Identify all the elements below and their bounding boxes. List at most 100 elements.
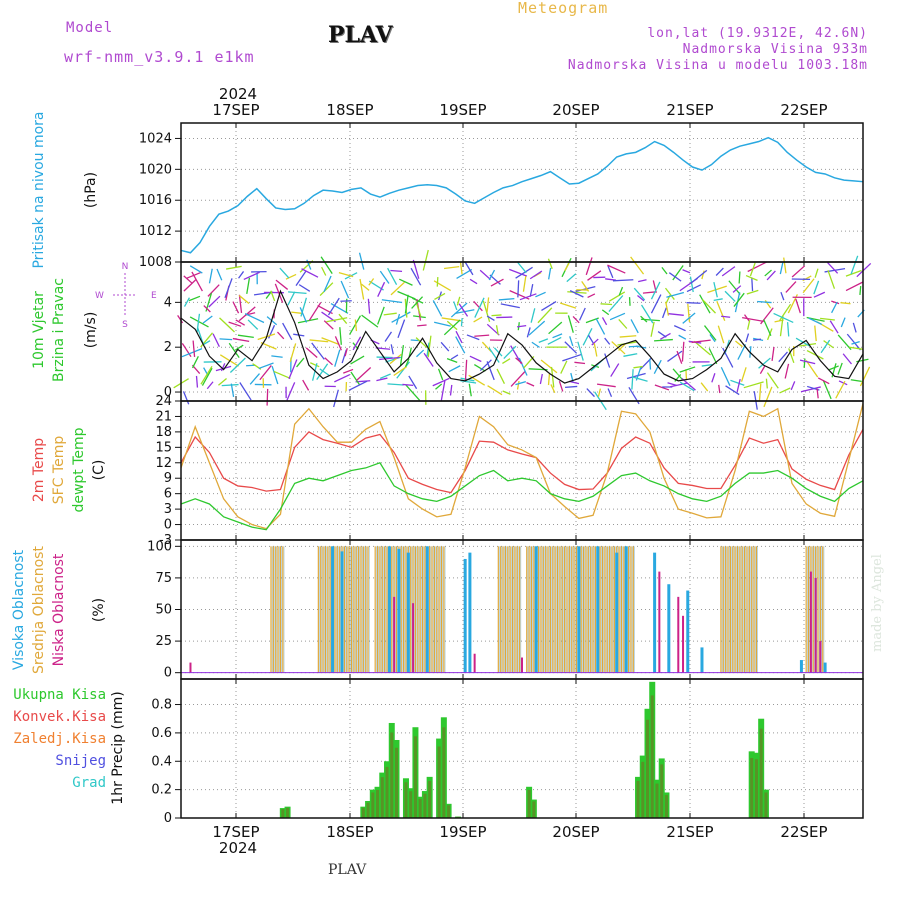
wind-arrow xyxy=(540,359,558,374)
precip-conv-bar xyxy=(409,791,413,818)
wind-arrow xyxy=(456,268,473,280)
wind-arrow xyxy=(763,319,772,337)
wind-arrow xyxy=(649,358,652,370)
y-tick-label: 4 xyxy=(164,295,172,310)
wind-arrow xyxy=(666,291,685,298)
wind-arrow xyxy=(498,297,515,301)
high-cloud-bar xyxy=(667,584,671,673)
compass-n: N xyxy=(122,262,129,272)
wind-arrow xyxy=(788,348,795,364)
wind-arrow xyxy=(685,369,688,381)
y-tick-label: 21 xyxy=(155,409,172,424)
wind-arrow xyxy=(722,347,734,368)
wind-arrow xyxy=(703,325,717,341)
wind-arrow xyxy=(517,261,527,274)
wind-arrow xyxy=(177,314,184,324)
wind-arrow xyxy=(601,309,610,316)
wind-arrow xyxy=(813,280,820,295)
wind-arrow xyxy=(488,347,500,363)
precip-conv-bar xyxy=(437,746,441,818)
wind-arrow xyxy=(670,382,688,388)
wind-arrow xyxy=(814,325,817,342)
wind-arrow xyxy=(361,283,370,291)
wind-arrow xyxy=(564,262,570,272)
y-tick-label: 0 xyxy=(164,518,172,533)
wind-arrow xyxy=(379,356,400,361)
wind-arrow xyxy=(479,269,491,281)
wind-arrow xyxy=(469,355,482,363)
wind-arrow xyxy=(530,308,536,323)
unit-cloud: (%) xyxy=(91,598,107,622)
wind-arrow xyxy=(849,346,864,350)
wind-arrow xyxy=(721,266,736,277)
wind-arrow xyxy=(786,322,790,337)
wind-arrow xyxy=(757,300,772,304)
wind-arrow xyxy=(432,300,443,317)
wind-arrow xyxy=(686,302,701,304)
bottom-x-tick-label: 22SEP xyxy=(780,823,827,841)
compass-w: W xyxy=(95,291,104,301)
wind-arrow xyxy=(740,367,747,382)
wind-arrow xyxy=(813,291,826,298)
wind-arrow xyxy=(779,387,791,394)
wind-arrow xyxy=(440,380,446,402)
wind-arrow xyxy=(220,363,226,372)
wind-arrow xyxy=(828,365,839,371)
wind-arrow xyxy=(408,375,418,390)
wind-arrow xyxy=(509,268,528,277)
wind-arrow xyxy=(595,318,606,335)
wind-arrow xyxy=(701,363,713,367)
wind-arrow xyxy=(237,334,254,339)
y-tick-label: 1016 xyxy=(139,193,172,208)
wind-arrow xyxy=(436,277,439,287)
wind-arrow xyxy=(850,379,862,383)
wind-arrow xyxy=(567,291,587,294)
wind-arrow xyxy=(376,377,388,382)
wind-arrow xyxy=(404,358,410,368)
wind-arrow xyxy=(528,320,546,336)
compass-icon xyxy=(113,273,137,317)
low-cloud-bar xyxy=(814,577,817,673)
precip-conv-bar xyxy=(418,798,422,818)
wind-arrow xyxy=(390,344,394,355)
wind-arrow xyxy=(481,341,492,353)
wind-arrow xyxy=(344,347,348,357)
wind-arrow xyxy=(827,270,836,289)
wind-arrow xyxy=(763,386,773,408)
wind-arrow xyxy=(326,317,348,323)
wind-arrow xyxy=(795,298,801,314)
wind-arrow xyxy=(459,261,463,275)
wind-arrow xyxy=(203,305,211,313)
panel-frame xyxy=(180,122,864,263)
precip-conv-bar xyxy=(447,805,451,818)
model-name: wrf-nmm_v3.9.1 e1km xyxy=(64,48,255,66)
precip-legend-2: Zaledj.Kisa xyxy=(13,731,106,747)
location-text: lon,lat (19.9312E, 42.6N) xyxy=(647,26,868,41)
wind-arrow xyxy=(260,342,277,350)
wind-arrow xyxy=(510,371,526,387)
compass-s: S xyxy=(122,320,128,330)
precip-legend-0: Ukupna Kisa xyxy=(13,687,106,703)
y-tick-label: 15 xyxy=(155,440,172,455)
wind-arrow xyxy=(330,303,349,314)
ylabel-precip: 1hr Precip (mm) xyxy=(110,691,126,804)
wind-arrow xyxy=(633,287,646,301)
wind-arrow xyxy=(578,307,586,321)
wind-arrow xyxy=(295,270,307,287)
wind-arrow xyxy=(607,388,613,397)
wind-arrow xyxy=(679,366,696,373)
wind-arrow xyxy=(742,316,764,323)
top-x-tick-label: 21SEP xyxy=(666,101,713,119)
wind-arrow xyxy=(799,359,816,365)
wind-arrow xyxy=(232,301,240,314)
high-cloud-bar xyxy=(425,546,429,673)
high-cloud-bar xyxy=(596,546,600,673)
low-cloud-bar xyxy=(658,571,661,673)
wind-arrow xyxy=(486,361,495,381)
wind-arrow xyxy=(275,279,289,290)
precip-conv-bar xyxy=(286,807,290,818)
wind-arrow xyxy=(668,313,684,316)
wind-arrow xyxy=(282,322,293,341)
wind-arrow xyxy=(423,352,434,367)
wind-arrow xyxy=(538,338,549,344)
